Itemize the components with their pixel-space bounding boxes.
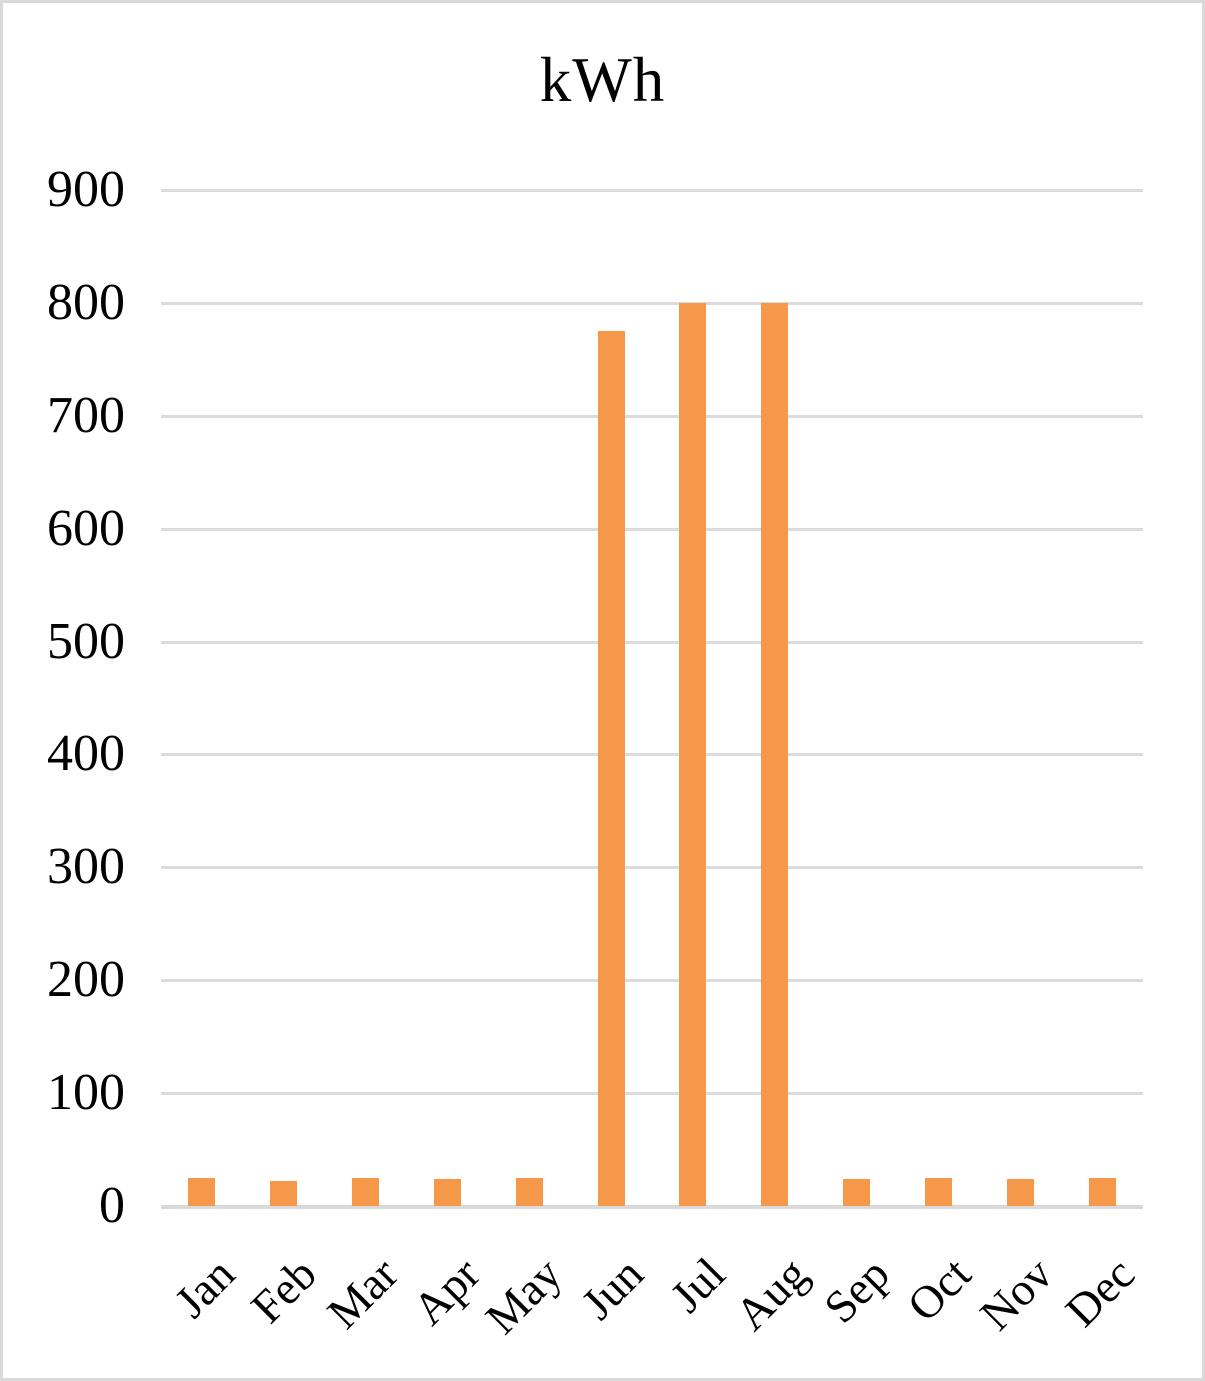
y-axis-tick-label: 900 [47, 161, 125, 218]
y-axis-tick-label: 200 [47, 951, 125, 1009]
x-axis-label-dec: Dec [1055, 1247, 1145, 1337]
chart-title: kWh [539, 45, 666, 115]
x-axis-label-aug: Aug [724, 1247, 817, 1340]
x-axis-label-mar: Mar [317, 1247, 408, 1339]
gridline [161, 414, 1143, 418]
bar-oct [925, 1178, 952, 1206]
bar-sep [843, 1179, 870, 1206]
gridline [161, 301, 1143, 305]
x-axis-baseline [161, 1205, 1143, 1209]
bar-apr [434, 1179, 461, 1206]
x-axis-label-jul: Jul [660, 1247, 735, 1322]
gridline [161, 1092, 1143, 1096]
x-axis-label-oct: Oct [897, 1247, 981, 1331]
y-axis-tick-label: 700 [47, 386, 125, 444]
bar-aug [761, 303, 788, 1206]
y-axis-tick-label: 0 [99, 1177, 125, 1234]
x-axis-label-may: May [475, 1247, 572, 1344]
bar-nov [1007, 1179, 1034, 1206]
x-axis-label-feb: Feb [240, 1247, 326, 1333]
gridline [161, 866, 1143, 870]
gridline [161, 189, 1143, 192]
x-axis-label-jun: Jun [571, 1247, 654, 1330]
y-axis-tick-label: 500 [47, 612, 125, 670]
gridline [161, 527, 1143, 531]
x-axis-label-apr: Apr [402, 1247, 490, 1335]
x-axis-label-sep: Sep [813, 1247, 899, 1333]
gridline [161, 979, 1143, 983]
x-axis-label-nov: Nov [970, 1247, 1063, 1340]
y-axis-tick-label: 800 [47, 273, 125, 331]
bar-jul [679, 303, 706, 1206]
gridline [161, 753, 1143, 757]
y-axis-tick-label: 100 [47, 1064, 125, 1122]
y-axis-tick-label: 300 [47, 838, 125, 896]
bar-jan [188, 1178, 215, 1206]
y-axis-tick-label: 400 [47, 725, 125, 783]
bar-dec [1089, 1178, 1116, 1206]
gridline [161, 640, 1143, 644]
y-axis-tick-label: 600 [47, 499, 125, 557]
bar-feb [270, 1181, 297, 1206]
bar-jun [598, 331, 625, 1206]
bar-may [516, 1178, 543, 1206]
x-axis-label-jan: Jan [164, 1247, 244, 1328]
bar-mar [352, 1178, 379, 1206]
